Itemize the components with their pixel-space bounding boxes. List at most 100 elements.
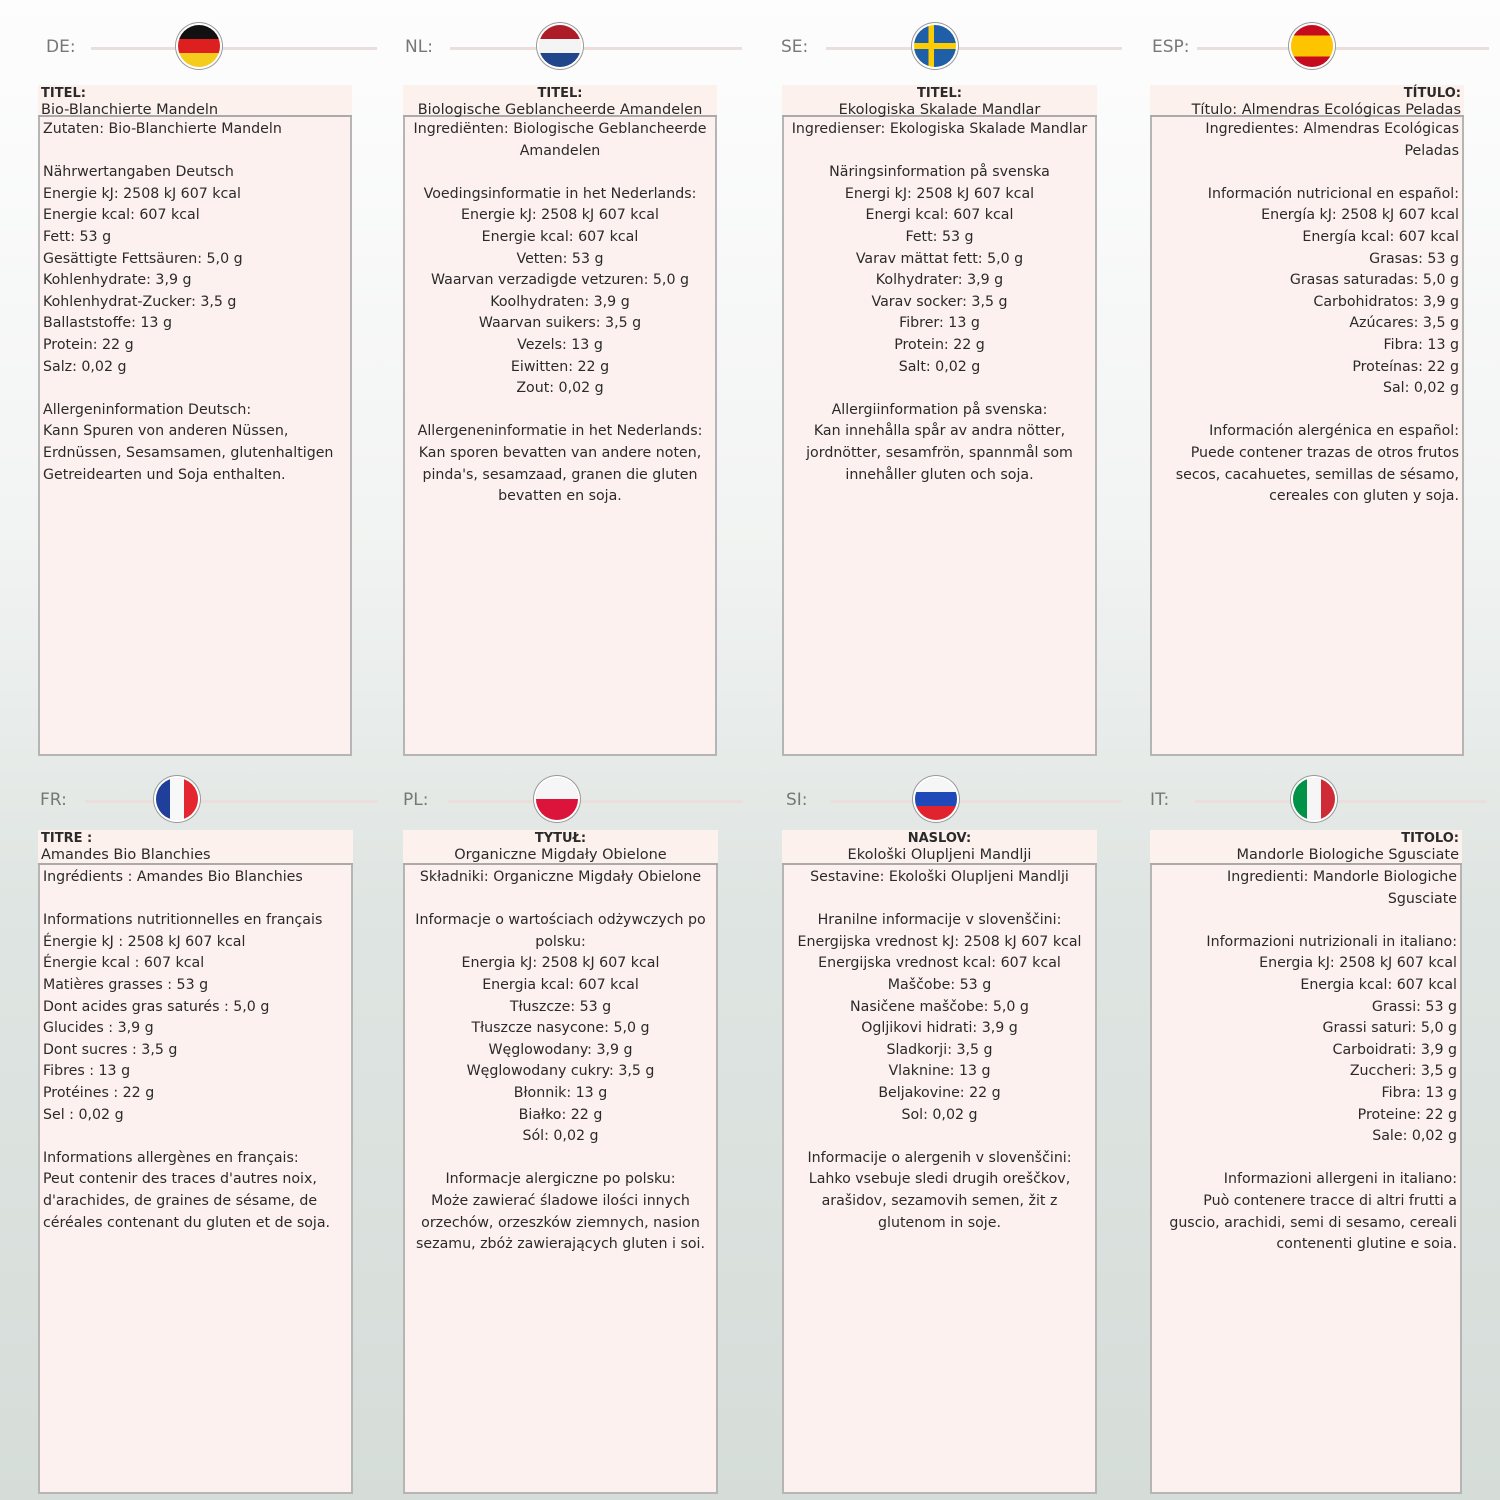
title-label: TÍTULO:	[1403, 86, 1461, 101]
label-line: Beljakovine: 22 g	[878, 1084, 1001, 1101]
label-line: Tłuszcze nasycone: 5,0 g	[471, 1020, 650, 1037]
divider-line	[448, 800, 743, 803]
label-line: Gesättigte Fettsäuren: 5,0 g	[43, 250, 243, 267]
divider-line	[1195, 800, 1487, 803]
label-line: Składniki: Organiczne Migdały Obielone	[419, 869, 702, 885]
label-line: Energía kcal: 607 kcal	[1302, 228, 1459, 245]
label-line: Näringsinformation på svenska	[829, 164, 1050, 181]
poland-flag-icon	[536, 778, 578, 820]
label-body: Składniki: Organiczne Migdały Obielone In…	[403, 865, 718, 1494]
label-line: Ingrédients : Amandes Bio Blanchies	[43, 869, 303, 885]
label-line: Energi kJ: 2508 kJ 607 kcal	[844, 185, 1035, 202]
label-line: Sol: 0,02 g	[901, 1106, 978, 1123]
divider-line	[450, 47, 742, 50]
label-line: Salz: 0,02 g	[43, 358, 127, 375]
label-panel-netherlands: TITEL: Biologische Geblancheerde Amandel…	[403, 85, 717, 756]
blank-line	[787, 889, 1092, 911]
label-line: Może zawierać śladowe ilości innych orze…	[416, 1192, 705, 1253]
label-line: Kolhydrater: 3,9 g	[875, 272, 1004, 289]
language-header: PL:	[393, 776, 748, 826]
title-box: TITOLO: Mandorle Biologiche Sgusciate	[1150, 830, 1462, 865]
title-label: TITOLO:	[1401, 831, 1459, 846]
label-line: Fibres : 13 g	[43, 1063, 131, 1080]
divider-line	[1197, 47, 1489, 50]
title-label: TITEL:	[537, 86, 583, 101]
language-code: SE:	[781, 37, 809, 57]
product-title: Amandes Bio Blanchies	[41, 847, 211, 863]
label-line: Energie kcal: 607 kcal	[481, 228, 639, 245]
label-line: Informacje o wartościach odżywczych po p…	[415, 912, 706, 950]
blank-line	[787, 1126, 1092, 1148]
blank-line	[787, 141, 1092, 163]
title-label: TITRE :	[41, 831, 93, 846]
label-panel-germany: TITEL: Bio-Blanchierte Mandeln Zutaten: …	[38, 85, 352, 756]
title-label: TYTUŁ:	[534, 831, 587, 846]
language-code: IT:	[1150, 790, 1170, 810]
label-line: Ogljikovi hidrati: 3,9 g	[861, 1020, 1018, 1037]
product-title: Título: Almendras Ecológicas Peladas	[1191, 102, 1461, 118]
netherlands-flag-icon	[539, 25, 581, 67]
label-panel-italy: TITOLO: Mandorle Biologiche Sgusciate In…	[1150, 830, 1462, 1494]
label-line: Zout: 0,02 g	[516, 380, 604, 397]
product-title: Ekologiska Skalade Mandlar	[838, 102, 1041, 118]
label-line: Fibra: 13 g	[1381, 1084, 1457, 1101]
label-panel-sweden: TITEL: Ekologiska Skalade Mandlar Ingred…	[782, 85, 1097, 756]
label-line: Voedingsinformatie in het Nederlands:	[423, 185, 697, 202]
label-line: Informacje alergiczne po polsku:	[445, 1171, 676, 1188]
blank-line	[43, 889, 348, 911]
label-line: Peut contenir des traces d'autres noix, …	[43, 1171, 331, 1231]
label-line: Allergiinformation på svenska:	[831, 401, 1048, 418]
label-line: Proteínas: 22 g	[1352, 358, 1459, 375]
label-line: Información nutricional en español:	[1207, 185, 1459, 202]
language-header: NL:	[393, 23, 747, 73]
label-line: Fibrer: 13 g	[899, 315, 980, 332]
title-box: TÍTULO: Título: Almendras Ecológicas Pel…	[1150, 85, 1464, 118]
language-code: DE:	[46, 37, 76, 57]
label-line: Protéines : 22 g	[43, 1084, 155, 1101]
label-line: Maščobe: 53 g	[887, 976, 992, 993]
label-panel-poland: TYTUŁ: Organiczne Migdały Obielone Skład…	[403, 830, 718, 1494]
language-header: DE:	[28, 23, 382, 73]
label-line: Grassi saturi: 5,0 g	[1322, 1020, 1457, 1037]
title-label: TITEL:	[917, 86, 962, 101]
product-title: Mandorle Biologiche Sgusciate	[1236, 847, 1460, 863]
label-line: Kohlenhydrate: 3,9 g	[43, 272, 192, 289]
label-line: Waarvan verzadigde vetzuren: 5,0 g	[431, 272, 689, 289]
label-line: Koolhydraten: 3,9 g	[490, 293, 630, 310]
label-line: Varav socker: 3,5 g	[871, 293, 1008, 310]
label-line: Energia kcal: 607 kcal	[482, 976, 639, 993]
language-code: SI:	[786, 790, 808, 810]
label-line: Ballaststoffe: 13 g	[43, 315, 172, 332]
blank-line	[1155, 162, 1459, 184]
label-line: Matières grasses : 53 g	[43, 976, 209, 993]
label-line: Energia kJ: 2508 kJ 607 kcal	[1259, 955, 1457, 972]
label-body: Ingredienti: Mandorle Biologiche Sguscia…	[1150, 865, 1462, 1494]
label-body: Zutaten: Bio-Blanchierte Mandeln Nährwert…	[38, 117, 352, 756]
label-line: Carboidrati: 3,9 g	[1332, 1041, 1457, 1058]
title-box: NASLOV: Ekološki Olupljeni Mandlji	[782, 830, 1097, 865]
label-line: Énergie kcal : 607 kcal	[43, 955, 205, 972]
label-line: Grasas saturadas: 5,0 g	[1289, 272, 1459, 289]
language-code: NL:	[405, 37, 433, 57]
label-line: Ingredienti: Mandorle Biologiche Sguscia…	[1227, 869, 1457, 907]
language-header: IT:	[1140, 776, 1492, 826]
blank-line	[408, 1148, 713, 1170]
label-line: Sestavine: Ekološki Olupljeni Mandlji	[810, 869, 1069, 885]
language-header: SE:	[772, 23, 1127, 73]
label-body: Ingredientes: Almendras Ecológicas Pelad…	[1150, 117, 1464, 756]
product-title: Organiczne Migdały Obielone	[454, 847, 667, 863]
label-panel-spain: TÍTULO: Título: Almendras Ecológicas Pel…	[1150, 85, 1464, 756]
label-line: Energijska vrednost kcal: 607 kcal	[818, 955, 1061, 972]
label-line: Informations allergènes en français:	[43, 1149, 299, 1166]
product-title: Bio-Blanchierte Mandeln	[41, 102, 219, 118]
label-line: Nährwertangaben Deutsch	[43, 164, 234, 181]
label-line: Fett: 53 g	[43, 228, 112, 245]
label-line: Vezels: 13 g	[517, 336, 603, 353]
label-line: Allergeneninformatie in het Nederlands:	[417, 423, 703, 440]
label-line: Zutaten: Bio-Blanchierte Mandeln	[43, 121, 282, 137]
label-line: Lahko vsebuje sledi drugih oreščkov, ara…	[808, 1171, 1071, 1231]
label-line: Protein: 22 g	[43, 336, 134, 353]
label-line: Dont sucres : 3,5 g	[43, 1041, 178, 1058]
label-line: Ingrediënten: Biologische Geblancheerde …	[413, 121, 707, 159]
blank-line	[43, 141, 347, 163]
